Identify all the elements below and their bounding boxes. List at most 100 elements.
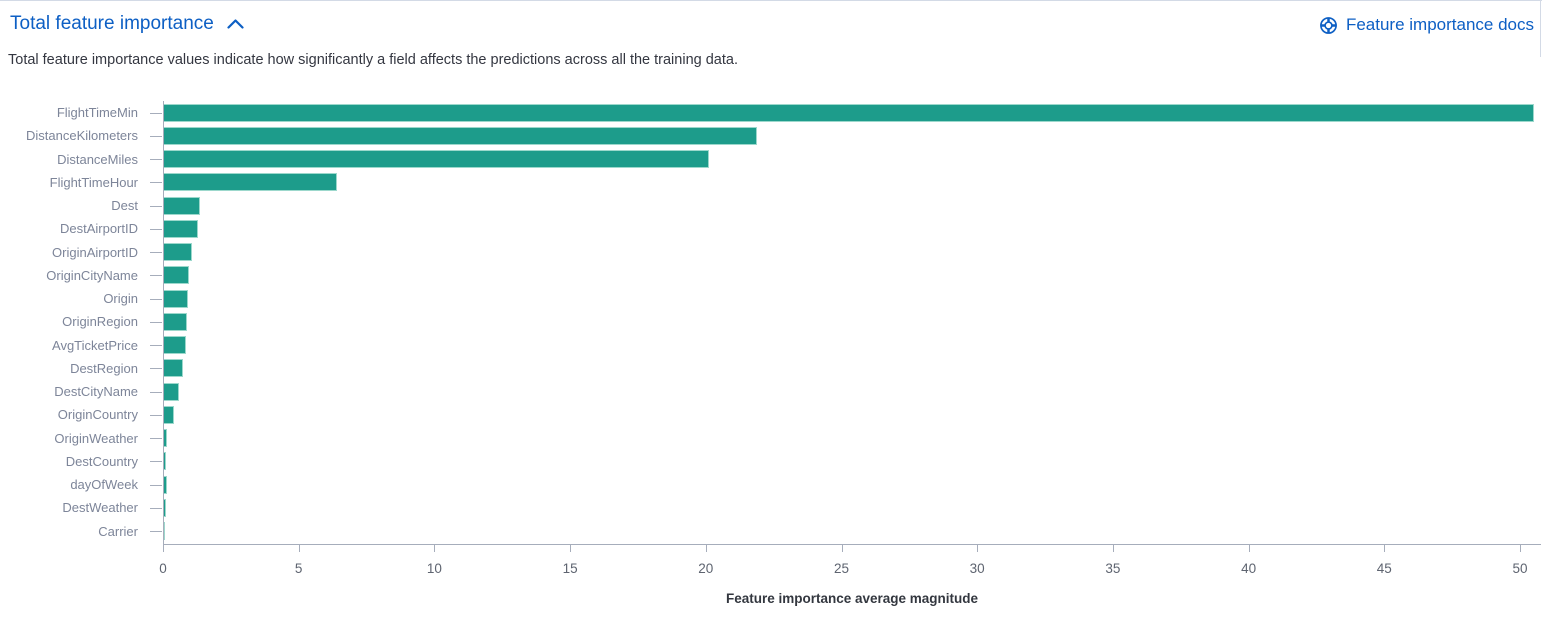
x-tick-label: 5 (294, 561, 303, 576)
importance-bar[interactable] (163, 103, 1534, 122)
category-tick (150, 391, 162, 393)
total-feature-importance-toggle[interactable]: Total feature importance (10, 13, 244, 35)
category-tick (150, 159, 162, 161)
chart-row: dayOfWeek (0, 473, 1542, 496)
chart-row: Origin (0, 287, 1542, 310)
x-tick-mark (1520, 545, 1521, 552)
section-title: Total feature importance (10, 13, 214, 34)
importance-bar[interactable] (163, 173, 337, 192)
feature-importance-docs-link[interactable]: Feature importance docs (1319, 15, 1534, 35)
category-label: DistanceKilometers (26, 128, 138, 144)
importance-bar[interactable] (163, 289, 188, 308)
importance-bar[interactable] (163, 126, 757, 145)
chart-row: OriginCityName (0, 264, 1542, 287)
x-axis-line (163, 544, 1541, 545)
category-label: OriginRegion (62, 314, 138, 330)
chart-row: DistanceKilometers (0, 124, 1542, 147)
x-tick-label: 25 (833, 561, 850, 576)
category-tick (150, 112, 162, 114)
chart-row: OriginWeather (0, 427, 1542, 450)
x-tick-mark (977, 545, 979, 552)
category-tick (150, 461, 162, 463)
chart-row: DestCountry (0, 450, 1542, 473)
chart-row: DestCityName (0, 380, 1542, 403)
chevron-up-icon[interactable] (227, 19, 244, 29)
category-tick (150, 484, 162, 486)
chart-row: FlightTimeMin (0, 101, 1542, 124)
y-axis-line (163, 101, 164, 544)
x-tick-label: 30 (969, 561, 985, 576)
x-tick-mark (434, 545, 436, 552)
x-tick-label: 20 (698, 561, 714, 576)
importance-bar[interactable] (163, 219, 198, 238)
x-tick-label: 0 (159, 561, 167, 576)
category-label: Dest (111, 198, 138, 213)
chart-row: OriginRegion (0, 310, 1542, 333)
category-label: DestCountry (65, 453, 138, 469)
category-label: dayOfWeek (70, 477, 138, 492)
chart-rows: FlightTimeMin DistanceKilometers DistanceM… (0, 101, 1542, 543)
importance-bar[interactable] (163, 150, 709, 169)
category-tick (150, 438, 162, 440)
chart-row: Carrier (0, 520, 1542, 543)
importance-bar[interactable] (163, 336, 186, 355)
panel-top-border (0, 0, 1542, 1)
x-tick-mark (705, 545, 707, 552)
category-tick (150, 228, 162, 230)
importance-bar[interactable] (163, 405, 174, 424)
importance-bar[interactable] (163, 382, 179, 401)
section-description: Total feature importance values indicate… (8, 52, 738, 68)
category-label: AvgTicketPrice (52, 337, 138, 353)
category-tick (150, 182, 162, 184)
category-tick (150, 252, 162, 254)
x-tick-mark (1384, 545, 1386, 552)
importance-bar[interactable] (163, 359, 183, 378)
x-tick-mark (163, 545, 164, 552)
category-label: DestWeather (62, 500, 138, 516)
x-tick-label: 10 (426, 561, 442, 576)
category-label: DestCityName (54, 384, 138, 399)
x-tick-label: 45 (1376, 561, 1392, 576)
importance-bar[interactable] (163, 312, 187, 331)
category-tick (150, 205, 162, 207)
category-tick (150, 414, 162, 416)
category-label: DistanceMiles (57, 151, 138, 167)
category-tick (150, 368, 162, 370)
x-tick-label: 40 (1241, 561, 1257, 576)
importance-bar[interactable] (163, 266, 189, 285)
x-tick-label: 35 (1105, 561, 1121, 576)
x-tick-mark (1248, 545, 1250, 552)
category-label: OriginCountry (57, 407, 138, 423)
category-label: Origin (103, 291, 138, 306)
chart-row: OriginCountry (0, 403, 1542, 426)
category-tick (150, 531, 162, 533)
x-tick-label: 50 (1512, 561, 1528, 576)
category-label: OriginAirportID (52, 244, 138, 260)
x-tick-label: 15 (562, 561, 578, 576)
category-tick (150, 507, 162, 509)
chart-row: Dest (0, 194, 1542, 217)
category-label: OriginWeather (54, 430, 138, 446)
x-tick-mark (570, 545, 572, 552)
x-axis-title: Feature importance average magnitude (725, 591, 979, 606)
category-label: DestAirportID (59, 221, 138, 237)
category-tick (150, 298, 162, 300)
x-tick-mark (841, 545, 843, 552)
category-label: OriginCityName (46, 267, 138, 283)
importance-bar[interactable] (163, 196, 200, 215)
category-label: DestRegion (70, 360, 138, 376)
chart-row: FlightTimeHour (0, 171, 1542, 194)
importance-bar[interactable] (163, 243, 192, 262)
x-tick-mark (1112, 545, 1114, 552)
chart-row: DestRegion (0, 357, 1542, 380)
category-tick (150, 135, 162, 137)
category-tick (150, 345, 162, 347)
category-label: Carrier (98, 523, 138, 539)
category-tick (150, 275, 162, 277)
x-tick-mark (298, 545, 300, 552)
category-label: FlightTimeMin (56, 105, 138, 120)
category-tick (150, 321, 162, 323)
lifebuoy-help-icon[interactable] (1319, 16, 1338, 35)
